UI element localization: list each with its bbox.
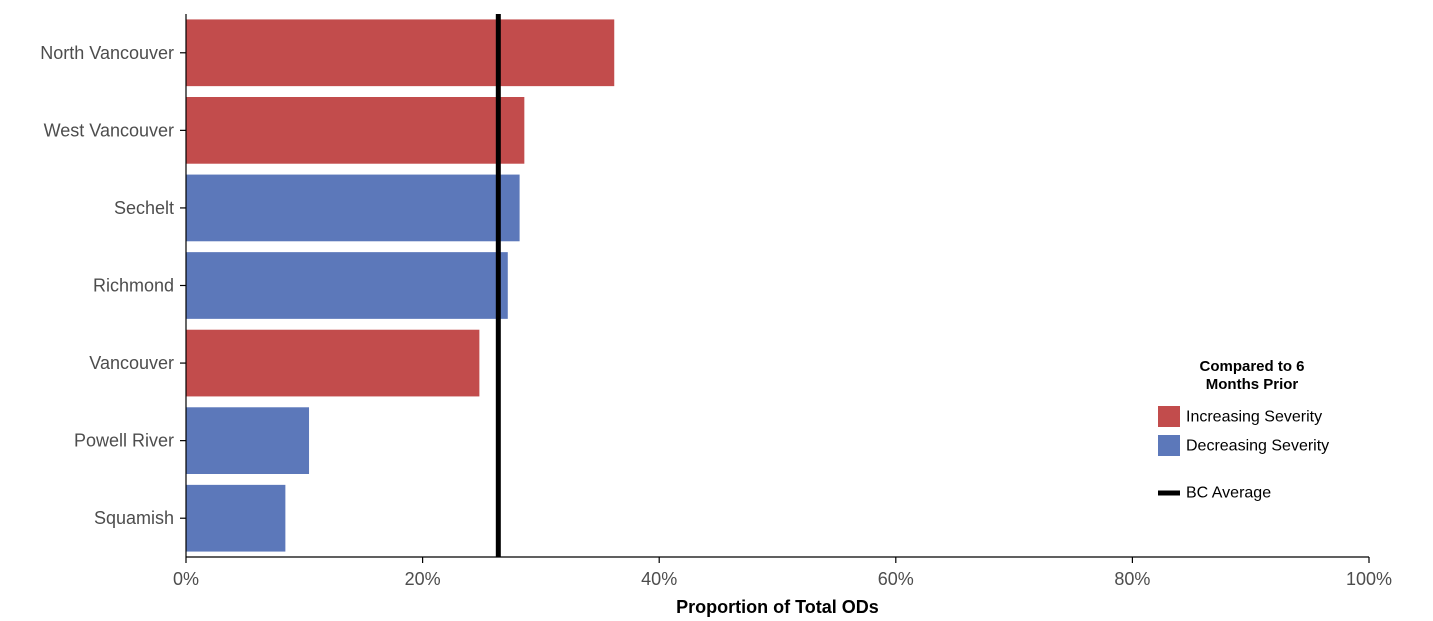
bar-richmond [186, 252, 508, 319]
y-tick-label: Sechelt [114, 198, 174, 218]
legend-label-increasing: Increasing Severity [1186, 409, 1322, 426]
y-tick-label: Richmond [93, 276, 174, 296]
y-tick-label: Squamish [94, 508, 174, 528]
bars-group [186, 19, 615, 552]
x-tick-label: 60% [878, 569, 914, 589]
y-axis: North Vancouver West Vancouver Sechelt Rich… [40, 14, 187, 557]
bar-west-vancouver [186, 97, 525, 164]
x-axis-title: Proportion of Total ODs [676, 597, 879, 617]
bar-sechelt [186, 174, 520, 242]
bar-squamish [186, 484, 286, 552]
bar-north-vancouver [186, 19, 615, 87]
legend-title: Months Prior [1206, 376, 1299, 393]
legend-label-bc-average: BC Average [1186, 485, 1271, 502]
y-tick-label: Vancouver [89, 353, 174, 373]
y-tick-label: North Vancouver [40, 43, 174, 63]
x-tick-label: 100% [1346, 569, 1392, 589]
legend-swatch-increasing [1158, 406, 1180, 427]
y-tick-label: West Vancouver [44, 120, 174, 140]
bar-powell-river [186, 407, 310, 474]
x-tick-label: 20% [405, 569, 441, 589]
x-tick-label: 80% [1114, 569, 1150, 589]
x-axis: 0% 20% 40% 60% 80% 100% [173, 556, 1392, 589]
legend-label-decreasing: Decreasing Severity [1186, 438, 1329, 455]
y-tick-label: Powell River [74, 431, 174, 451]
x-tick-label: 0% [173, 569, 199, 589]
bar-vancouver [186, 329, 480, 397]
legend-swatch-decreasing [1158, 435, 1180, 456]
x-tick-label: 40% [641, 569, 677, 589]
legend-title: Compared to 6 [1199, 358, 1304, 375]
